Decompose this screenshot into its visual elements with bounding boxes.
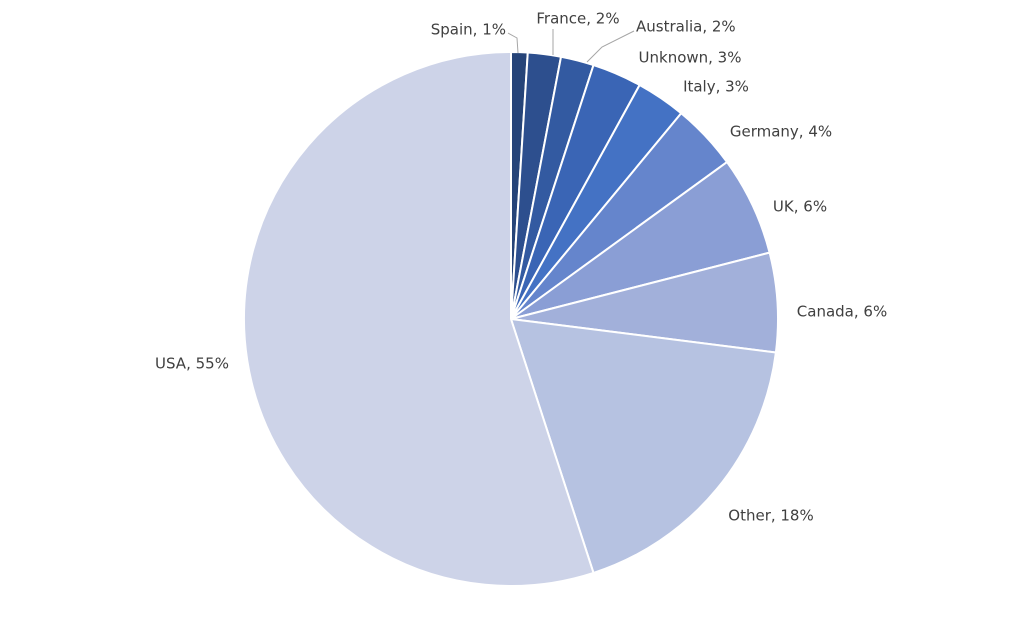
slice-label-france: France, 2%	[536, 10, 619, 28]
pie-slice-usa	[242, 50, 595, 587]
leader-line-australia	[586, 30, 635, 63]
leader-lines	[507, 29, 635, 63]
slice-label-canada: Canada, 6%	[797, 303, 887, 321]
slice-label-germany: Germany, 4%	[730, 123, 832, 141]
slice-labels: Spain, 1% France, 2% Australia, 2% Unknown,…	[155, 10, 887, 525]
pie-slice-other	[509, 317, 778, 575]
slice-label-usa: USA, 55%	[155, 355, 229, 373]
slice-label-other: Other, 18%	[728, 507, 813, 525]
slice-label-uk: UK, 6%	[773, 198, 827, 216]
leader-line-spain	[507, 32, 519, 54]
pie-slices	[242, 50, 779, 587]
slice-label-unknown: Unknown, 3%	[639, 49, 742, 67]
slice-label-spain: Spain, 1%	[431, 21, 506, 39]
slice-label-australia: Australia, 2%	[636, 18, 736, 36]
slice-label-italy: Italy, 3%	[683, 78, 749, 96]
